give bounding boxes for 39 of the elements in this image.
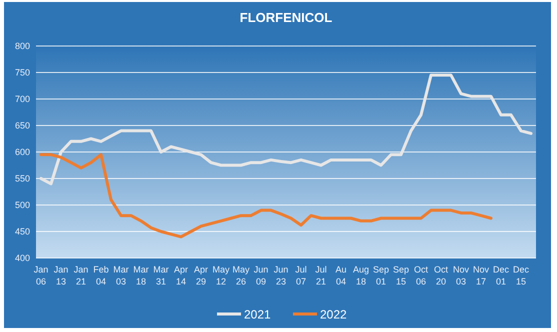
y-tick-label: 750 — [14, 67, 30, 78]
x-tick-label: Oct 20 — [434, 264, 448, 287]
x-tick-label: Jun 09 — [254, 264, 268, 287]
x-tick-label: Jan 06 — [34, 264, 48, 287]
y-tick-label: 500 — [14, 200, 30, 210]
x-tick-label: Mar 31 — [153, 264, 169, 287]
x-tick-label: Feb 04 — [93, 264, 109, 287]
x-tick-label: Au 04 — [335, 264, 347, 287]
y-tick-label: 550 — [14, 173, 30, 184]
x-tick-label: May 12 — [212, 264, 230, 287]
x-tick-label: Apr 29 — [194, 264, 208, 287]
line-series — [40, 153, 492, 238]
x-tick-label: Jul 21 — [315, 264, 327, 287]
y-tick-label: 450 — [14, 226, 30, 236]
y-tick-label: 400 — [14, 252, 30, 263]
x-tick-label: Sep 15 — [392, 264, 410, 287]
x-tick-label: Jan 13 — [54, 264, 68, 287]
y-tick-label: 800 — [14, 40, 30, 51]
x-tick-label: Mar 03 — [113, 264, 129, 287]
x-tick-label: Jun 23 — [274, 264, 288, 287]
x-tick-label: Nov 03 — [452, 264, 470, 287]
x-tick-label: Jul 07 — [295, 264, 307, 287]
x-tick-label: Mar 18 — [133, 264, 149, 287]
x-tick-label: Nov 17 — [472, 264, 490, 287]
x-tick-label: May 26 — [232, 264, 250, 287]
legend-label: 2022 — [320, 308, 348, 322]
chart-title: FLORFENICOL — [240, 10, 332, 25]
x-tick-label: Sep 01 — [372, 264, 390, 287]
x-tick-label: Dec 15 — [512, 264, 530, 287]
y-tick-label: 650 — [14, 120, 30, 130]
x-tick-label: Aug 18 — [352, 264, 370, 287]
x-tick-label: Jan 21 — [74, 264, 88, 287]
x-tick-label: Oct 06 — [414, 264, 428, 287]
x-tick-label: Apr 14 — [174, 264, 188, 287]
y-tick-label: 700 — [14, 94, 30, 104]
legend-label: 2021 — [244, 308, 272, 322]
y-tick-label: 600 — [14, 146, 30, 157]
x-tick-label: Dec 01 — [492, 264, 510, 287]
line-series — [40, 74, 532, 186]
